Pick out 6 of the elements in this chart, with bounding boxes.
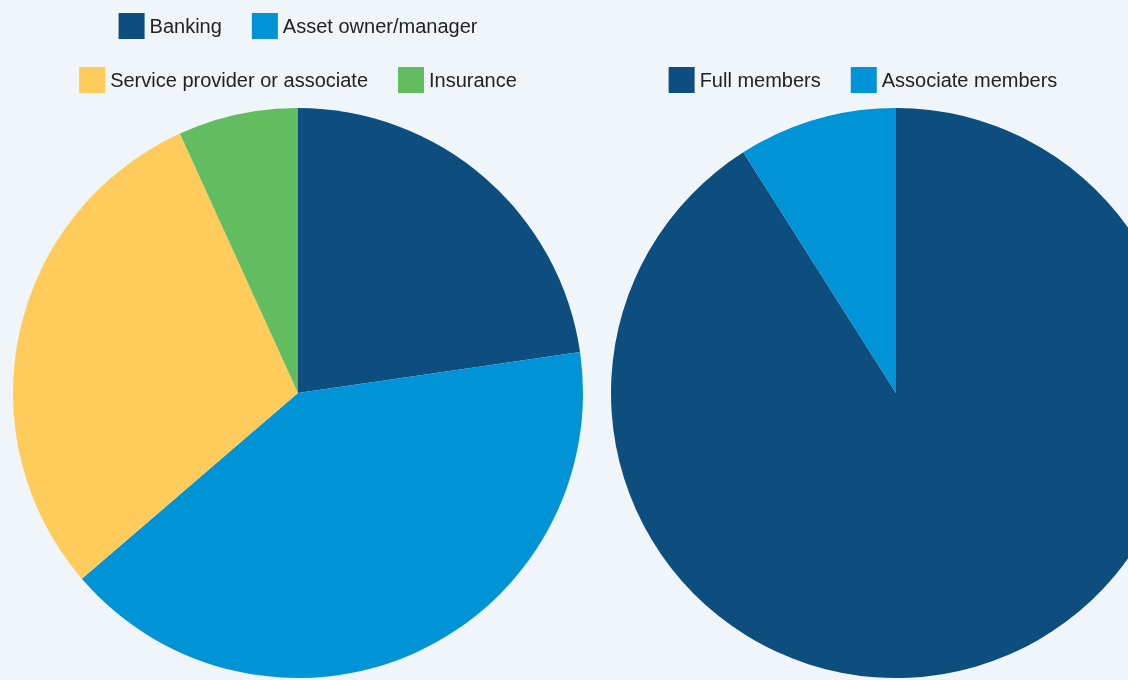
legend-label: Full members bbox=[699, 69, 821, 91]
legend-label: Associate members bbox=[881, 69, 1058, 91]
legend-label: Insurance bbox=[429, 69, 517, 91]
legend-label: Asset owner/manager bbox=[282, 15, 478, 37]
legend-label: Banking bbox=[149, 15, 222, 37]
legend-label: Service provider or associate bbox=[110, 69, 369, 91]
